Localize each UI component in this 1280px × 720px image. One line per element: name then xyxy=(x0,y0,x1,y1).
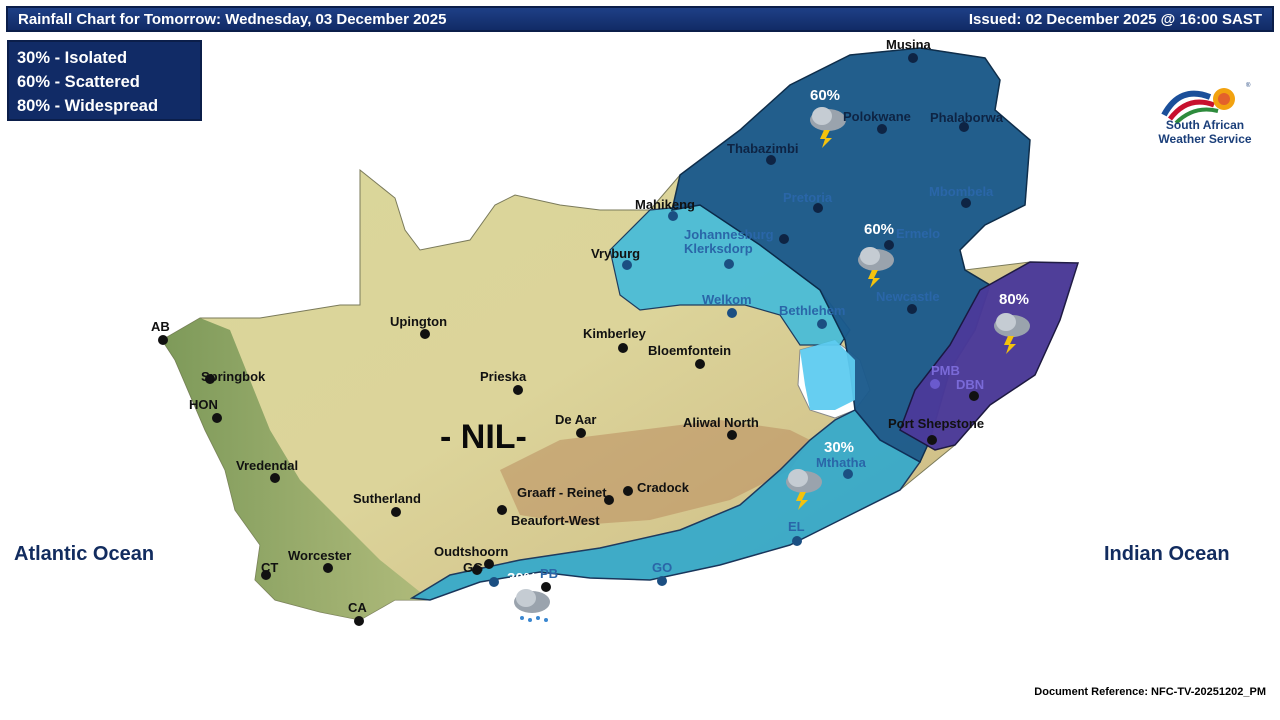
city-label-thabazimbi: Thabazimbi xyxy=(727,141,799,156)
city-label-aliwal-north: Aliwal North xyxy=(683,415,759,430)
city-label-gg: GG xyxy=(463,560,483,575)
saws-logo-text: South African Weather Service xyxy=(1140,118,1270,146)
zone-southcoast-pct: 30% xyxy=(507,570,537,587)
legend-item-isolated: 30% - Isolated xyxy=(17,49,128,67)
legend-item-widespread: 80% - Widespread xyxy=(17,97,159,115)
land-west-coast-relief xyxy=(162,318,430,620)
document-reference: Document Reference: NFC-TV-20251202_PM xyxy=(1034,686,1266,698)
thunderstorm-icon xyxy=(786,469,822,510)
city-label-ct: CT xyxy=(261,560,278,575)
city-label-newcastle: Newcastle xyxy=(876,289,940,304)
city-label-sutherland: Sutherland xyxy=(353,491,421,506)
city-label-prieska: Prieska xyxy=(480,369,527,384)
zone-eastcape-30pct xyxy=(409,409,922,601)
issued-time: Issued: 02 December 2025 @ 16:00 SAST xyxy=(968,11,1262,28)
saws-logo-icon: ® xyxy=(1161,82,1251,125)
city-label-johannesburg: Johannesburg xyxy=(684,227,774,242)
city-label-el: EL xyxy=(788,519,805,534)
city-label-graaff-reinet: Graaff - Reinet xyxy=(517,485,607,500)
city-label-mbombela: Mbombela xyxy=(929,184,994,199)
city-label-worcester: Worcester xyxy=(288,548,351,563)
rain-cloud-icon xyxy=(514,589,550,622)
city-label-welkom: Welkom xyxy=(702,292,752,307)
land-escarpment-relief xyxy=(500,420,810,525)
zone-eastcape-pct: 30% xyxy=(824,439,854,456)
city-label-klerksdorp: Klerksdorp xyxy=(684,241,753,256)
city-label-pmb: PMB xyxy=(931,363,960,378)
city-label-springbok: Springbok xyxy=(201,369,266,384)
city-label-pretoria: Pretoria xyxy=(783,190,833,205)
city-label-ermelo: Ermelo xyxy=(896,226,940,241)
probability-legend: 30% - Isolated 60% - Scattered 80% - Wid… xyxy=(7,40,202,121)
thunderstorm-icon xyxy=(858,247,894,288)
city-label-phalaborwa: Phalaborwa xyxy=(930,110,1004,125)
city-label-kimberley: Kimberley xyxy=(583,326,647,341)
city-label-mthatha: Mthatha xyxy=(816,455,867,470)
zone-central-pct: 60% xyxy=(864,221,894,238)
zone-northeast-pct: 60% xyxy=(810,87,840,104)
city-label-vredendal: Vredendal xyxy=(236,458,298,473)
title-bar: Rainfall Chart for Tomorrow: Wednesday, … xyxy=(6,6,1274,32)
city-label-port-shepstone: Port Shepstone xyxy=(888,416,984,431)
city-label-cradock: Cradock xyxy=(637,480,690,495)
zone-kzn-80pct xyxy=(899,261,1080,451)
city-markers xyxy=(158,53,979,626)
logo-line-1: South African xyxy=(1165,118,1245,132)
legend-item-scattered: 60% - Scattered xyxy=(17,73,140,91)
city-label-ab: AB xyxy=(151,319,170,334)
city-label-musina: Musina xyxy=(886,37,932,52)
city-label-polokwane: Polokwane xyxy=(843,109,911,124)
city-label-hon: HON xyxy=(189,397,218,412)
no-rain-label: - NIL- xyxy=(440,418,527,456)
city-label-go: GO xyxy=(652,560,672,575)
city-label-oudtshoorn: Oudtshoorn xyxy=(434,544,508,559)
chart-title: Rainfall Chart for Tomorrow: Wednesday, … xyxy=(18,11,447,28)
thunderstorm-icon xyxy=(994,313,1030,354)
city-label-bloemfontein: Bloemfontein xyxy=(648,343,731,358)
city-label-ca: CA xyxy=(348,600,367,615)
city-label-de-aar: De Aar xyxy=(555,412,596,427)
city-label-bethlehem: Bethlehem xyxy=(779,303,845,318)
city-label-beaufort-west: Beaufort-West xyxy=(511,513,600,528)
zone-kzn-pct: 80% xyxy=(999,291,1029,308)
svg-text:®: ® xyxy=(1246,82,1251,89)
city-label-pb: PB xyxy=(540,566,558,581)
logo-line-2: Weather Service xyxy=(1158,132,1252,146)
city-label-mahikeng: Mahikeng xyxy=(635,197,695,212)
zone-lesotho-highlight xyxy=(800,340,855,410)
city-label-vryburg: Vryburg xyxy=(591,246,640,261)
thunderstorm-icon xyxy=(810,107,846,148)
city-label-upington: Upington xyxy=(390,314,447,329)
indian-ocean-label: Indian Ocean xyxy=(1104,543,1230,565)
atlantic-ocean-label: Atlantic Ocean xyxy=(14,543,155,565)
city-label-dbn: DBN xyxy=(956,377,984,392)
